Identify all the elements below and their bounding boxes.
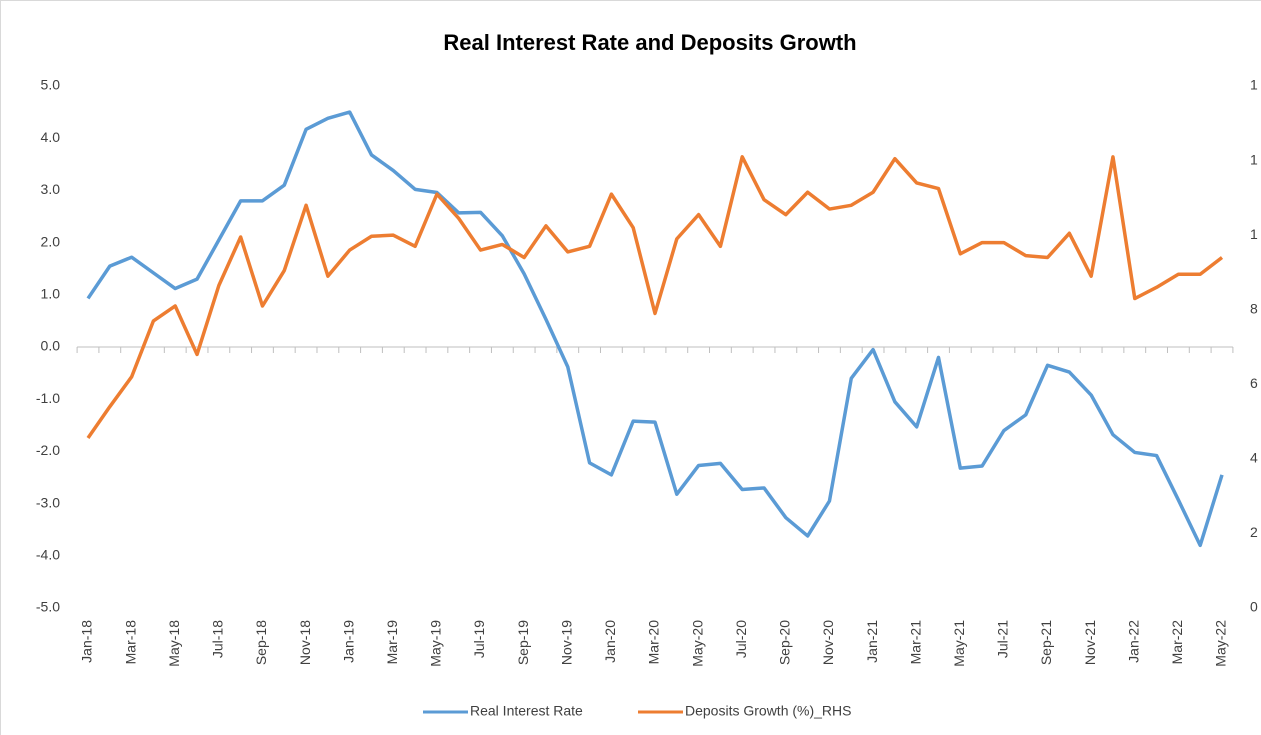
y-tick-label: 4.0 <box>41 129 61 145</box>
x-tick-label: May-18 <box>166 620 182 667</box>
legend-label: Real Interest Rate <box>470 703 583 719</box>
y-tick-label: 3.0 <box>41 181 61 197</box>
y-tick-label: -1.0 <box>36 390 60 406</box>
x-tick-label: Jul-19 <box>471 620 487 658</box>
line-series <box>86 110 1224 548</box>
x-tick-label: Sep-19 <box>515 620 531 665</box>
x-tick-label: Jan-22 <box>1125 620 1141 663</box>
y-tick-label: -3.0 <box>36 494 60 510</box>
x-tick-label: Nov-20 <box>820 620 836 665</box>
x-tick-label: Jan-19 <box>340 620 356 663</box>
x-tick-label: Mar-21 <box>907 620 923 665</box>
y2-tick-label: 1 <box>1250 226 1258 242</box>
x-tick-label: Jan-18 <box>79 620 95 663</box>
x-tick-label: Sep-21 <box>1038 620 1054 665</box>
y-tick-label: -2.0 <box>36 442 60 458</box>
x-tick-label: May-20 <box>689 620 705 667</box>
x-tick-label: Mar-19 <box>384 620 400 665</box>
x-tick-label: Mar-20 <box>646 620 662 665</box>
x-tick-label: Jan-20 <box>602 620 618 663</box>
x-tick-label: Jan-21 <box>864 620 880 663</box>
y-tick-label: 0.0 <box>41 338 61 354</box>
x-tick-label: Mar-22 <box>1169 620 1185 665</box>
line-series <box>86 155 1224 439</box>
y-tick-label: -4.0 <box>36 547 60 563</box>
x-tick-label: May-21 <box>951 620 967 667</box>
legend: Real Interest Rate Deposits Growth (%)_R… <box>423 703 852 719</box>
y2-tick-label: 6 <box>1250 375 1258 391</box>
x-tick-label: May-22 <box>1213 620 1229 667</box>
x-tick-label: Nov-18 <box>297 620 313 665</box>
y2-tick-label: 1 <box>1250 77 1258 93</box>
y-tick-label: 1.0 <box>41 286 61 302</box>
y2-tick-label: 1 <box>1250 151 1258 167</box>
y-tick-label: 2.0 <box>41 233 61 249</box>
y-tick-label: -5.0 <box>36 599 60 615</box>
x-tick-label: Sep-20 <box>777 620 793 665</box>
y2-tick-label: 2 <box>1250 524 1258 540</box>
x-tick-label: Jul-18 <box>210 620 226 658</box>
y2-tick-label: 4 <box>1250 450 1258 466</box>
x-tick-label: Nov-21 <box>1082 620 1098 665</box>
x-tick-label: May-19 <box>428 620 444 667</box>
x-tick-label: Nov-19 <box>558 620 574 665</box>
y2-tick-label: 0 <box>1250 599 1258 615</box>
x-tick-label: Sep-18 <box>253 620 269 665</box>
x-tick-label: Jul-20 <box>733 620 749 658</box>
x-tick-label: Jul-21 <box>995 620 1011 658</box>
legend-label: Deposits Growth (%)_RHS <box>685 703 852 719</box>
y2-tick-label: 8 <box>1250 300 1258 316</box>
y-tick-label: 5.0 <box>41 77 61 93</box>
x-tick-label: Mar-18 <box>122 620 138 665</box>
chart-title: Real Interest Rate and Deposits Growth <box>443 30 856 55</box>
